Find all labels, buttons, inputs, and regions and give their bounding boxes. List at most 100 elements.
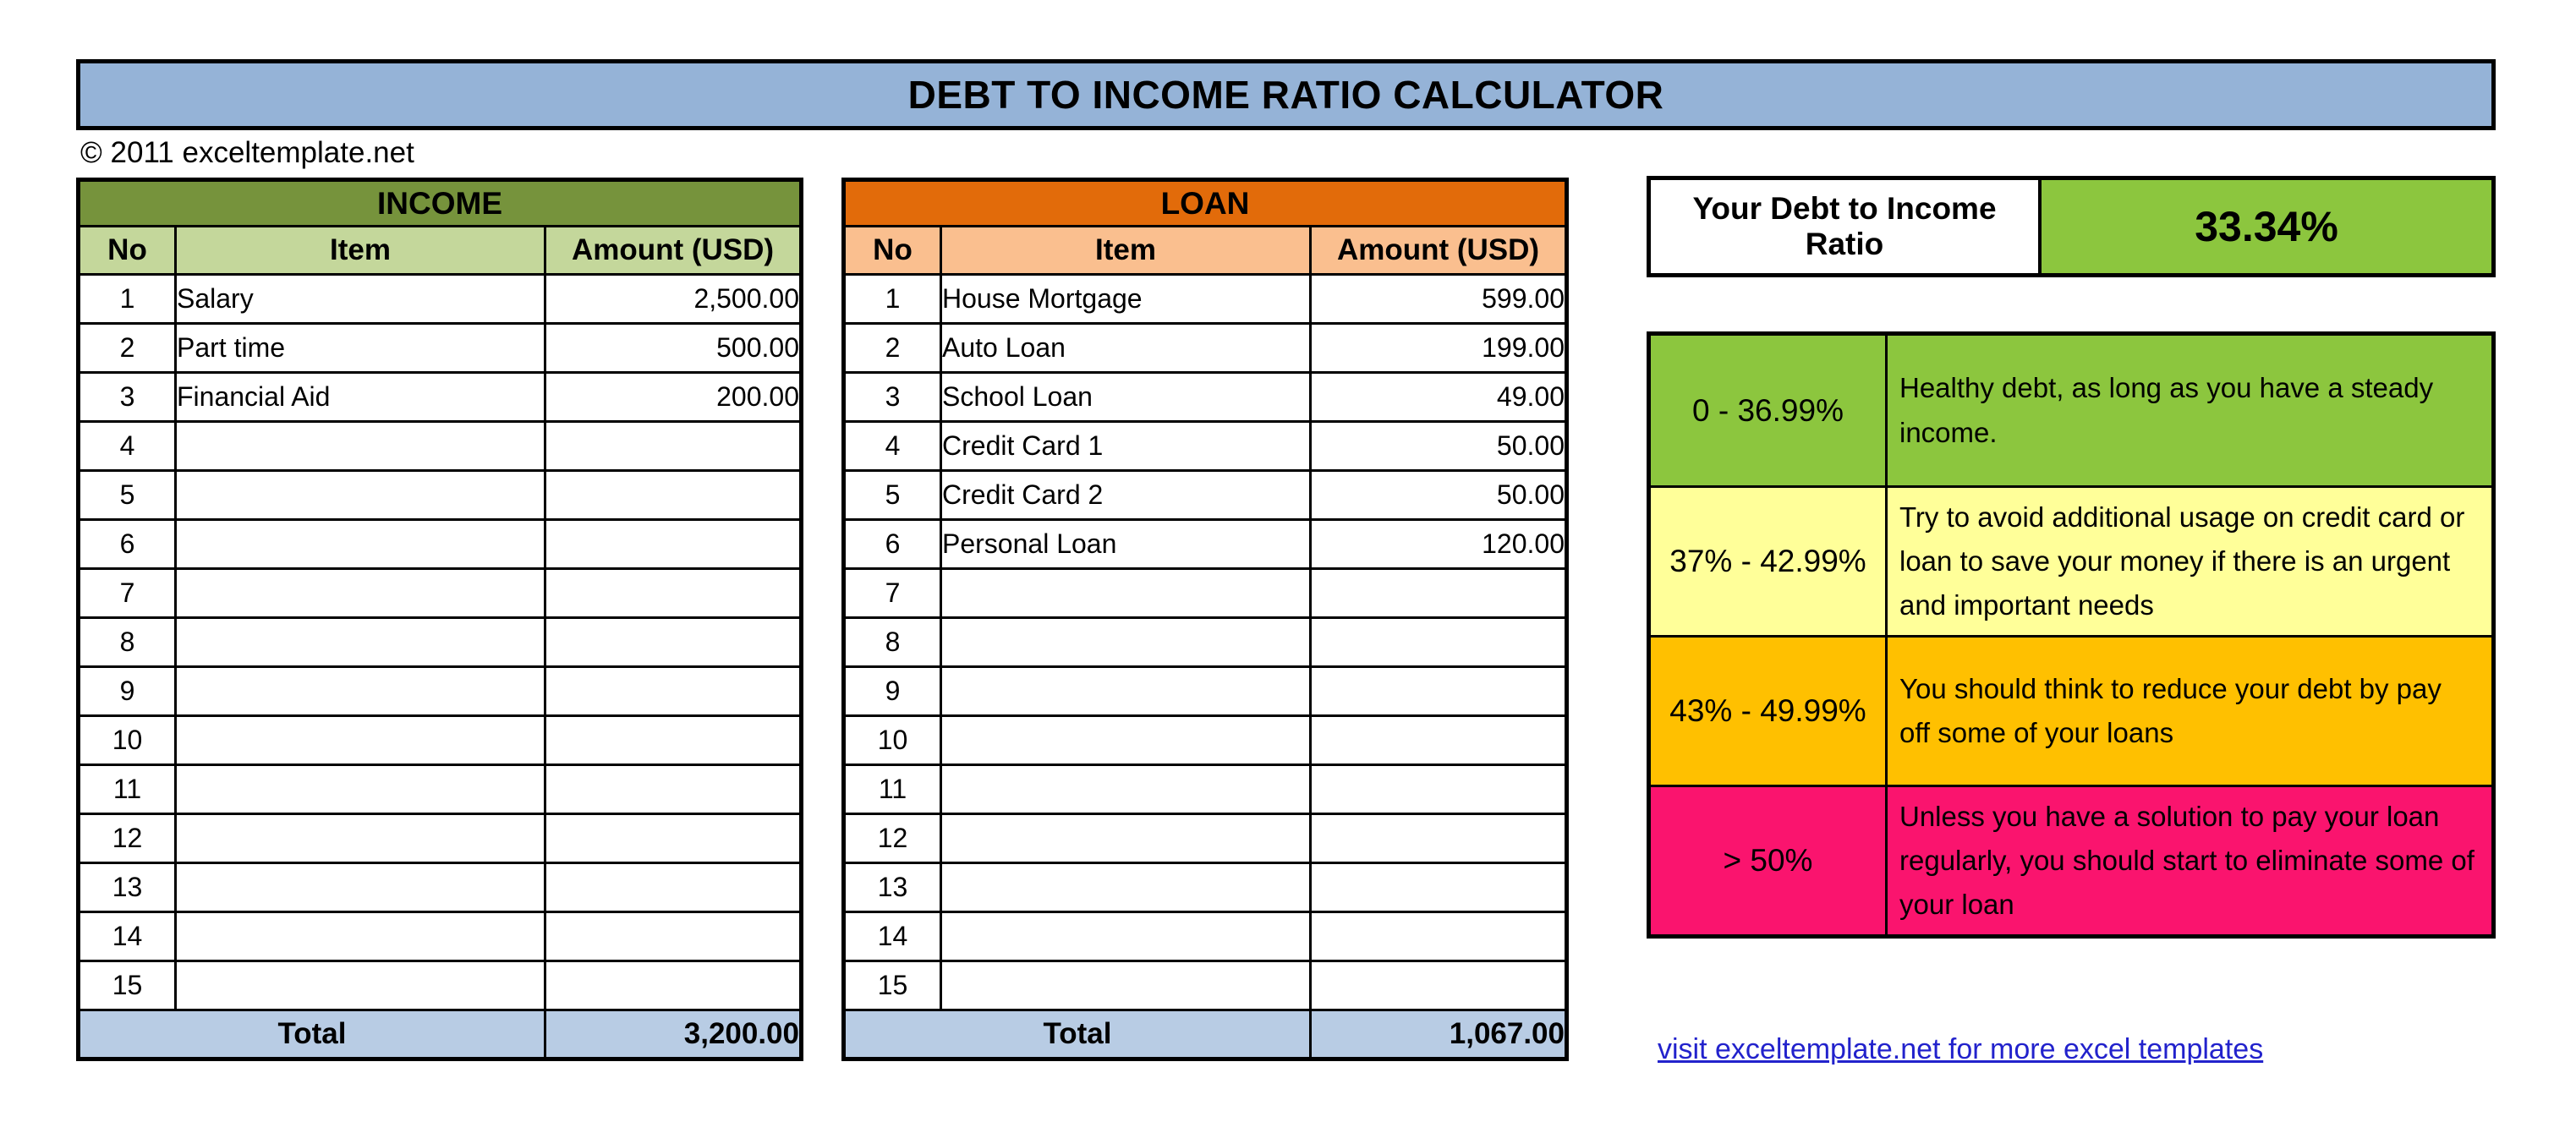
item-cell[interactable] [940,960,1312,1011]
amount-cell[interactable] [544,665,803,717]
amount-cell[interactable] [544,420,803,472]
table-row: 5 Credit Card 2 50.00 [842,469,1568,521]
amount-cell[interactable] [544,469,803,521]
item-cell[interactable] [940,862,1312,913]
item-cell[interactable]: Auto Loan [940,322,1312,374]
item-cell[interactable]: School Loan [940,371,1312,423]
amount-cell[interactable] [1309,567,1568,619]
row-number-cell: 4 [77,420,177,472]
amount-cell[interactable]: 199.00 [1309,322,1568,374]
item-cell[interactable] [174,420,546,472]
amount-cell[interactable] [1309,911,1568,962]
amount-cell[interactable] [544,764,803,815]
item-cell[interactable] [174,862,546,913]
amount-cell[interactable]: 120.00 [1309,518,1568,570]
legend-range: > 50% [1651,787,1888,934]
amount-cell[interactable] [544,960,803,1011]
table-row: 6 Personal Loan 120.00 [842,518,1568,570]
item-cell[interactable]: Credit Card 1 [940,420,1312,472]
table-row: 12 [842,813,1568,864]
item-cell[interactable] [940,911,1312,962]
amount-cell[interactable]: 49.00 [1309,371,1568,423]
item-cell[interactable] [174,616,546,668]
ratio-value: 33.34% [2042,180,2491,273]
item-cell[interactable] [174,567,546,619]
item-cell[interactable] [940,764,1312,815]
legend-row: 0 - 36.99% Healthy debt, as long as you … [1651,336,2491,485]
table-row: 7 [842,567,1568,619]
income-table: INCOME No Item Amount (USD) 1 Salary 2,5… [76,178,803,1061]
loan-column-header-item: Item [940,225,1312,276]
item-cell[interactable] [940,665,1312,717]
item-cell[interactable]: Salary [174,273,546,325]
item-cell[interactable] [940,714,1312,766]
table-row: 14 [842,911,1568,962]
amount-cell[interactable]: 50.00 [1309,469,1568,521]
amount-cell[interactable] [1309,813,1568,864]
table-row: 9 [77,665,803,717]
amount-cell[interactable] [544,862,803,913]
table-row: 11 [77,764,803,815]
amount-cell[interactable]: 599.00 [1309,273,1568,325]
table-row: 9 [842,665,1568,717]
row-number-cell: 5 [842,469,942,521]
item-cell[interactable] [940,567,1312,619]
legend-range: 0 - 36.99% [1651,336,1888,485]
loan-column-header-no: No [842,225,942,276]
item-cell[interactable]: Part time [174,322,546,374]
amount-cell[interactable]: 500.00 [544,322,803,374]
loan-total-value: 1,067.00 [1309,1009,1568,1060]
item-cell[interactable]: Credit Card 2 [940,469,1312,521]
amount-cell[interactable] [1309,960,1568,1011]
amount-cell[interactable] [1309,665,1568,717]
item-cell[interactable]: Personal Loan [940,518,1312,570]
row-number-cell: 2 [842,322,942,374]
income-column-header-item: Item [174,225,546,276]
amount-cell[interactable] [544,911,803,962]
legend-description: You should think to reduce your debt by … [1899,672,2442,748]
item-cell[interactable] [940,616,1312,668]
amount-cell[interactable] [1309,764,1568,815]
amount-cell[interactable]: 2,500.00 [544,273,803,325]
legend-row: > 50% Unless you have a solution to pay … [1651,785,2491,934]
amount-cell[interactable]: 200.00 [544,371,803,423]
table-row: 14 [77,911,803,962]
row-number-cell: 15 [842,960,942,1011]
row-number-cell: 2 [77,322,177,374]
item-cell[interactable] [174,518,546,570]
item-cell[interactable] [940,813,1312,864]
item-cell[interactable]: House Mortgage [940,273,1312,325]
table-row: 5 [77,469,803,521]
footer-link[interactable]: visit exceltemplate.net for more excel t… [1658,1033,2264,1065]
table-row: 10 [842,714,1568,766]
amount-cell[interactable] [1309,862,1568,913]
income-column-header-amount: Amount (USD) [544,225,803,276]
item-cell[interactable] [174,665,546,717]
table-row: 4 Credit Card 1 50.00 [842,420,1568,472]
amount-cell[interactable] [544,616,803,668]
amount-cell[interactable]: 50.00 [1309,420,1568,472]
item-cell[interactable] [174,764,546,815]
table-row: 10 [77,714,803,766]
table-row: 7 [77,567,803,619]
amount-cell[interactable] [544,813,803,864]
amount-cell[interactable] [544,518,803,570]
amount-cell[interactable] [1309,714,1568,766]
item-cell[interactable] [174,714,546,766]
item-cell[interactable]: Financial Aid [174,371,546,423]
row-number-cell: 1 [842,273,942,325]
amount-cell[interactable] [544,714,803,766]
amount-cell[interactable] [544,567,803,619]
row-number-cell: 9 [77,665,177,717]
amount-cell[interactable] [1309,616,1568,668]
item-cell[interactable] [174,813,546,864]
item-cell[interactable] [174,469,546,521]
table-row: 6 [77,518,803,570]
item-cell[interactable] [174,911,546,962]
legend-table: 0 - 36.99% Healthy debt, as long as you … [1647,331,2496,939]
table-row: 2 Auto Loan 199.00 [842,322,1568,374]
row-number-cell: 5 [77,469,177,521]
table-row: 1 Salary 2,500.00 [77,273,803,325]
legend-row: 37% - 42.99% Try to avoid additional usa… [1651,485,2491,635]
item-cell[interactable] [174,960,546,1011]
